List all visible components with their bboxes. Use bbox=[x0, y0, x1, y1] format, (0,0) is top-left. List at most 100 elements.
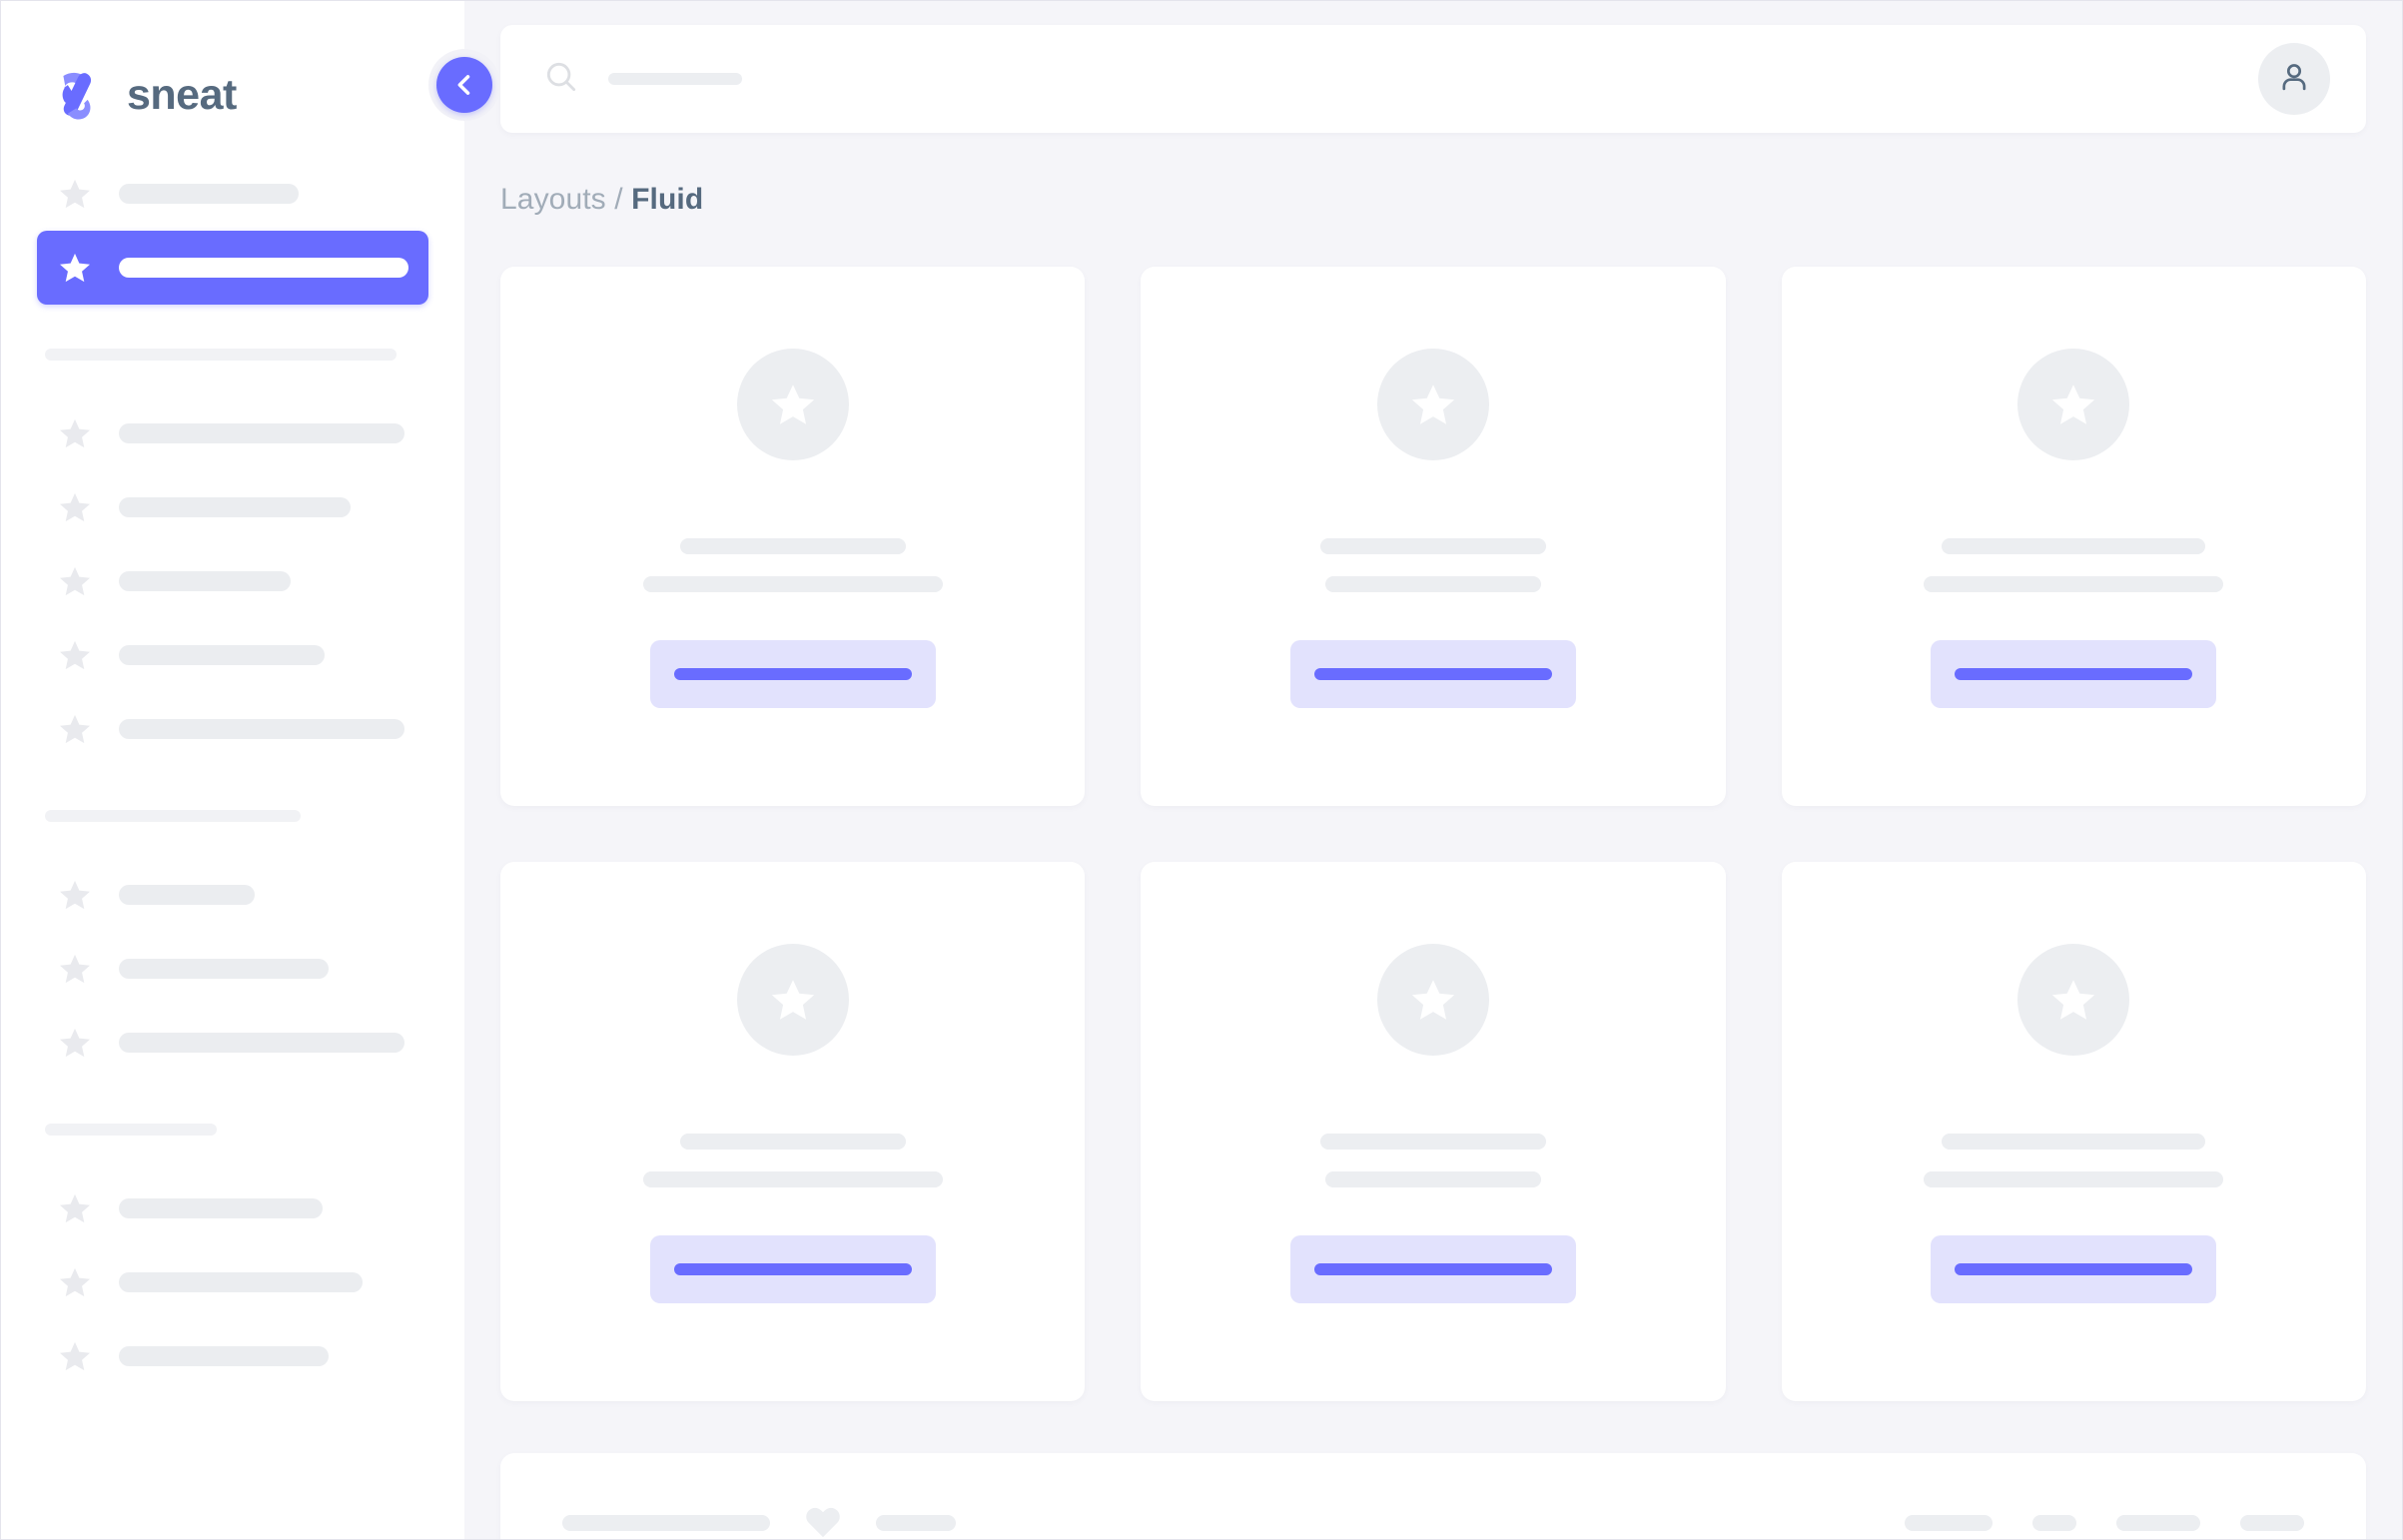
star-icon bbox=[57, 1264, 93, 1300]
user-menu-button[interactable] bbox=[2258, 43, 2330, 115]
card-title-placeholder bbox=[679, 538, 906, 554]
sidebar-item-12[interactable] bbox=[37, 1245, 428, 1319]
card-button-label-placeholder bbox=[1313, 668, 1552, 680]
card-title-placeholder bbox=[1942, 1134, 2206, 1150]
heart-icon bbox=[802, 1500, 844, 1540]
card-button-label-placeholder bbox=[1955, 1263, 2193, 1275]
star-icon bbox=[57, 176, 93, 212]
card-subtitle-placeholder bbox=[1324, 576, 1541, 592]
card-avatar bbox=[2017, 349, 2130, 460]
sidebar-section-divider-1 bbox=[45, 349, 397, 361]
sidebar-item-3[interactable] bbox=[37, 396, 428, 470]
footer-left bbox=[562, 1500, 956, 1540]
sidebar-item-2-active[interactable] bbox=[37, 231, 428, 305]
card-6 bbox=[1781, 862, 2366, 1401]
card-action-button[interactable] bbox=[1289, 640, 1576, 708]
footer-link-placeholder[interactable] bbox=[1905, 1515, 1993, 1531]
main-content: Layouts / Fluid bbox=[464, 1, 2402, 1539]
card-subtitle-placeholder bbox=[642, 1171, 943, 1187]
sidebar-item-label-placeholder bbox=[119, 959, 329, 979]
footer-text-placeholder bbox=[562, 1515, 770, 1531]
sidebar-item-11[interactable] bbox=[37, 1171, 428, 1245]
sidebar-item-label-placeholder bbox=[119, 497, 351, 517]
footer-link-placeholder[interactable] bbox=[2116, 1515, 2200, 1531]
star-icon bbox=[57, 489, 93, 525]
star-icon bbox=[57, 951, 93, 987]
card-subtitle-placeholder bbox=[1324, 1171, 1541, 1187]
top-navbar bbox=[500, 25, 2366, 133]
sidebar-item-13[interactable] bbox=[37, 1319, 428, 1393]
card-title-placeholder bbox=[679, 1134, 906, 1150]
star-icon bbox=[57, 415, 93, 451]
card-title-placeholder bbox=[1319, 1134, 1546, 1150]
page-footer bbox=[500, 1453, 2366, 1539]
card-action-button[interactable] bbox=[1931, 1235, 2217, 1303]
sidebar-item-label-placeholder bbox=[119, 1346, 329, 1366]
sidebar-item-label-placeholder bbox=[119, 719, 404, 739]
star-icon bbox=[57, 250, 93, 286]
search-placeholder-bar bbox=[608, 73, 742, 85]
sidebar-item-label-placeholder bbox=[119, 885, 255, 905]
search-input[interactable] bbox=[542, 58, 2258, 101]
sidebar-item-6[interactable] bbox=[37, 618, 428, 692]
sidebar-item-9[interactable] bbox=[37, 932, 428, 1006]
sidebar-item-1[interactable] bbox=[37, 157, 428, 231]
breadcrumb-parent[interactable]: Layouts bbox=[500, 183, 606, 216]
card-subtitle-placeholder bbox=[1924, 1171, 2224, 1187]
card-avatar bbox=[2017, 944, 2130, 1056]
sidebar-section-divider-3 bbox=[45, 1124, 217, 1136]
sidebar-item-label-placeholder bbox=[119, 1198, 323, 1218]
footer-text-placeholder bbox=[876, 1515, 956, 1531]
card-3 bbox=[1781, 267, 2366, 806]
sidebar-item-10[interactable] bbox=[37, 1006, 428, 1080]
sidebar-item-7[interactable] bbox=[37, 692, 428, 766]
star-icon bbox=[771, 980, 814, 1020]
sidebar-item-label-placeholder bbox=[119, 423, 404, 443]
sidebar-item-label-placeholder bbox=[119, 645, 325, 665]
sidebar-item-label-placeholder bbox=[119, 1272, 363, 1292]
card-1 bbox=[500, 267, 1086, 806]
card-subtitle-placeholder bbox=[1924, 576, 2224, 592]
brand-name: sneat bbox=[127, 70, 237, 119]
star-icon bbox=[57, 711, 93, 747]
star-icon bbox=[771, 385, 814, 424]
sidebar-item-4[interactable] bbox=[37, 470, 428, 544]
star-icon bbox=[57, 563, 93, 599]
star-icon bbox=[57, 1338, 93, 1374]
card-action-button[interactable] bbox=[649, 640, 936, 708]
breadcrumb-separator: / bbox=[614, 183, 623, 216]
sidebar-item-label-placeholder bbox=[119, 258, 408, 278]
sidebar-item-label-placeholder bbox=[119, 571, 291, 591]
sidebar-item-label-placeholder bbox=[119, 1033, 404, 1053]
star-icon bbox=[2052, 980, 2095, 1020]
sidebar-item-8[interactable] bbox=[37, 858, 428, 932]
cards-grid bbox=[500, 267, 2366, 1401]
card-action-button[interactable] bbox=[1931, 640, 2217, 708]
card-title-placeholder bbox=[1942, 538, 2206, 554]
sidebar-collapse-button[interactable] bbox=[428, 49, 500, 121]
card-4 bbox=[500, 862, 1086, 1401]
card-button-label-placeholder bbox=[673, 668, 912, 680]
footer-link-placeholder[interactable] bbox=[2240, 1515, 2304, 1531]
footer-link-placeholder[interactable] bbox=[2032, 1515, 2076, 1531]
star-icon bbox=[57, 877, 93, 913]
sidebar-nav bbox=[1, 157, 464, 1393]
brand[interactable]: sneat bbox=[1, 1, 464, 141]
search-icon bbox=[542, 58, 580, 101]
chevron-left-icon bbox=[436, 57, 492, 113]
star-icon bbox=[57, 1025, 93, 1061]
sidebar-item-5[interactable] bbox=[37, 544, 428, 618]
card-5 bbox=[1141, 862, 1726, 1401]
sneat-logo-icon bbox=[45, 64, 107, 126]
breadcrumb-current: Fluid bbox=[631, 183, 704, 216]
card-button-label-placeholder bbox=[1955, 668, 2193, 680]
card-avatar bbox=[1376, 349, 1489, 460]
card-action-button[interactable] bbox=[1289, 1235, 1576, 1303]
star-icon bbox=[1411, 385, 1455, 424]
card-title-placeholder bbox=[1319, 538, 1546, 554]
star-icon bbox=[57, 637, 93, 673]
card-button-label-placeholder bbox=[1313, 1263, 1552, 1275]
card-subtitle-placeholder bbox=[642, 576, 943, 592]
card-action-button[interactable] bbox=[649, 1235, 936, 1303]
